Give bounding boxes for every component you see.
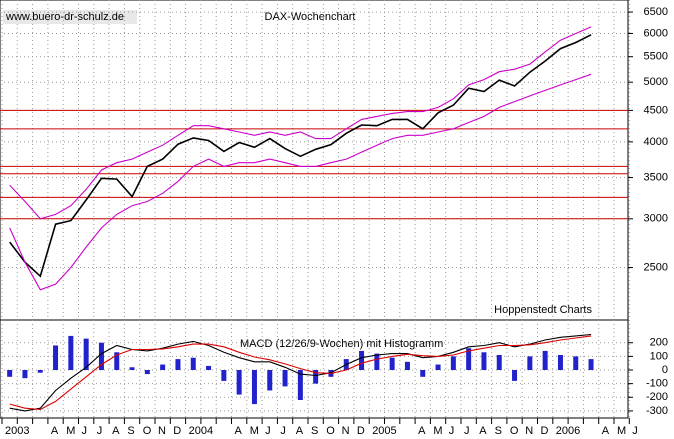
- histogram-bar: [267, 370, 273, 391]
- histogram-bar: [374, 353, 380, 370]
- credit: Hoppenstedt Charts: [494, 304, 592, 316]
- y-tick-label: -100: [646, 378, 668, 390]
- histogram-bar: [588, 359, 594, 370]
- y-tick-label: 4000: [644, 136, 668, 148]
- x-tick-label: N: [342, 425, 350, 437]
- histogram-bar: [22, 370, 28, 379]
- source: www.buero-dr-schulz.de: [5, 11, 124, 23]
- x-tick-label: J: [82, 425, 88, 437]
- histogram-bar: [236, 370, 242, 395]
- x-tick-label: O: [326, 425, 335, 437]
- x-tick-label: J: [632, 425, 638, 437]
- x-tick-label: J: [464, 425, 470, 437]
- x-tick-label: N: [158, 425, 166, 437]
- y-tick-label: 0: [662, 364, 668, 376]
- x-tick-label: 2006: [556, 425, 580, 437]
- histogram-bar: [496, 355, 502, 370]
- x-tick-label: 2005: [372, 425, 396, 437]
- x-tick-label: S: [127, 425, 134, 437]
- x-tick-label: A: [235, 425, 243, 437]
- histogram-bar: [37, 370, 43, 373]
- x-tick-label: J: [97, 425, 103, 437]
- x-tick-label: S: [311, 425, 318, 437]
- x-tick-label: J: [280, 425, 286, 437]
- histogram-bar: [206, 365, 212, 370]
- x-tick-label: M: [66, 425, 75, 437]
- histogram-bar: [144, 370, 150, 375]
- x-tick-label: A: [296, 425, 304, 437]
- x-tick-label: A: [479, 425, 487, 437]
- x-tick-label: M: [433, 425, 442, 437]
- x-tick-label: A: [602, 425, 610, 437]
- histogram-bar: [573, 356, 579, 370]
- x-tick-label: M: [617, 425, 626, 437]
- histogram-bar: [542, 350, 548, 370]
- series-line: [9, 34, 592, 278]
- x-tick-label: A: [51, 425, 59, 437]
- y-tick-label: 6500: [644, 6, 668, 18]
- histogram-bar: [481, 352, 487, 370]
- y-tick-label: 4500: [644, 104, 668, 116]
- histogram-bar: [160, 364, 166, 370]
- histogram-bar: [557, 355, 563, 370]
- series-line: [9, 73, 592, 291]
- series-line: [9, 335, 592, 411]
- y-tick-label: 2500: [644, 261, 668, 273]
- x-tick-label: D: [173, 425, 181, 437]
- histogram-bar: [282, 370, 288, 387]
- histogram-bar: [313, 370, 319, 384]
- y-tick-label: 100: [650, 350, 668, 362]
- histogram-bar: [435, 364, 441, 370]
- x-tick-label: D: [357, 425, 365, 437]
- x-tick-label: 2004: [189, 425, 213, 437]
- histogram-bar: [83, 338, 89, 370]
- histogram-bar: [175, 359, 181, 370]
- histogram-bar: [114, 352, 120, 370]
- source-box: [3, 10, 137, 24]
- histogram-bar: [68, 335, 74, 370]
- histogram-bar: [297, 370, 303, 400]
- histogram-bar: [251, 370, 257, 405]
- histogram-bar: [466, 348, 472, 370]
- histogram-bar: [450, 356, 456, 370]
- y-tick-label: 3500: [644, 171, 668, 183]
- histogram-bar: [404, 361, 410, 370]
- histogram-bar: [190, 357, 196, 370]
- x-tick-label: J: [449, 425, 455, 437]
- macd-title: MACD (12/26/9-Wochen) mit Histogramm: [240, 338, 443, 350]
- histogram-bar: [53, 345, 59, 370]
- y-tick-label: 3000: [644, 213, 668, 225]
- x-tick-label: M: [250, 425, 259, 437]
- plot-frame: [0, 0, 629, 419]
- x-tick-label: S: [495, 425, 502, 437]
- x-tick-label: N: [525, 425, 533, 437]
- histogram-bar: [512, 370, 518, 381]
- x-tick-label: O: [510, 425, 519, 437]
- x-tick-label: J: [265, 425, 271, 437]
- histogram-bar: [420, 370, 426, 377]
- histogram-bar: [98, 342, 104, 370]
- series-line: [9, 333, 592, 412]
- histogram-bar: [389, 357, 395, 370]
- histogram-bar: [129, 367, 135, 370]
- y-tick-label: -200: [646, 391, 668, 403]
- y-tick-label: 5000: [644, 76, 668, 88]
- x-tick-label: 2003: [5, 425, 29, 437]
- y-tick-label: 6000: [644, 27, 668, 39]
- x-tick-label: A: [112, 425, 120, 437]
- chart-title: DAX-Wochenchart: [265, 11, 356, 23]
- y-tick-label: -300: [646, 405, 668, 417]
- y-tick-label: 200: [650, 337, 668, 349]
- x-tick-label: O: [143, 425, 152, 437]
- x-tick-label: D: [541, 425, 549, 437]
- series-line: [9, 26, 592, 220]
- histogram-bar: [221, 370, 227, 381]
- histogram-bar: [359, 350, 365, 370]
- histogram-bar: [7, 370, 13, 377]
- histogram-bar: [527, 356, 533, 370]
- x-tick-label: A: [418, 425, 426, 437]
- y-tick-label: 5500: [644, 51, 668, 63]
